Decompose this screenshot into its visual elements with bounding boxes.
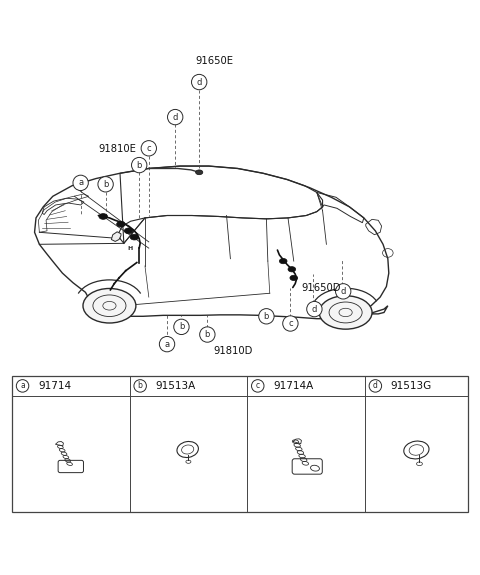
Circle shape (132, 158, 147, 172)
Text: c: c (146, 144, 151, 153)
Circle shape (134, 380, 146, 392)
Circle shape (200, 327, 215, 342)
Circle shape (252, 380, 264, 392)
Text: a: a (165, 340, 169, 348)
Ellipse shape (279, 258, 287, 264)
Circle shape (168, 109, 183, 125)
Text: b: b (264, 312, 269, 321)
Text: b: b (138, 381, 143, 390)
Circle shape (16, 380, 29, 392)
Text: d: d (312, 305, 317, 313)
Text: 91513A: 91513A (156, 381, 196, 391)
Circle shape (307, 301, 322, 317)
Text: d: d (196, 78, 202, 87)
Text: 91714: 91714 (38, 381, 71, 391)
Text: c: c (256, 381, 260, 390)
Text: b: b (103, 180, 108, 189)
Ellipse shape (288, 267, 296, 272)
Text: 91650E: 91650E (196, 56, 234, 66)
Circle shape (73, 175, 88, 190)
Ellipse shape (83, 289, 136, 323)
Circle shape (369, 380, 382, 392)
Circle shape (98, 177, 113, 192)
Circle shape (283, 316, 298, 331)
Text: d: d (373, 381, 378, 390)
Text: d: d (172, 113, 178, 121)
Text: a: a (20, 381, 25, 390)
Circle shape (259, 309, 274, 324)
Text: d: d (340, 287, 346, 296)
Ellipse shape (290, 275, 298, 281)
Ellipse shape (319, 296, 372, 329)
Text: 91714A: 91714A (273, 381, 313, 391)
Ellipse shape (117, 221, 125, 227)
Polygon shape (111, 232, 121, 242)
Circle shape (141, 141, 156, 156)
Text: 91513G: 91513G (391, 381, 432, 391)
Circle shape (174, 319, 189, 335)
Ellipse shape (124, 228, 133, 234)
Text: H: H (127, 246, 132, 251)
Text: b: b (136, 160, 142, 170)
Text: b: b (204, 330, 210, 339)
Text: 91810D: 91810D (214, 346, 253, 356)
Ellipse shape (130, 234, 139, 240)
Circle shape (192, 74, 207, 90)
Text: b: b (179, 323, 184, 331)
Text: 91650D: 91650D (301, 283, 341, 293)
Text: c: c (288, 319, 293, 328)
Text: 91810E: 91810E (98, 144, 136, 154)
Ellipse shape (196, 170, 203, 175)
Ellipse shape (99, 213, 108, 219)
Text: a: a (78, 178, 83, 187)
Circle shape (159, 336, 175, 352)
Circle shape (336, 283, 351, 299)
